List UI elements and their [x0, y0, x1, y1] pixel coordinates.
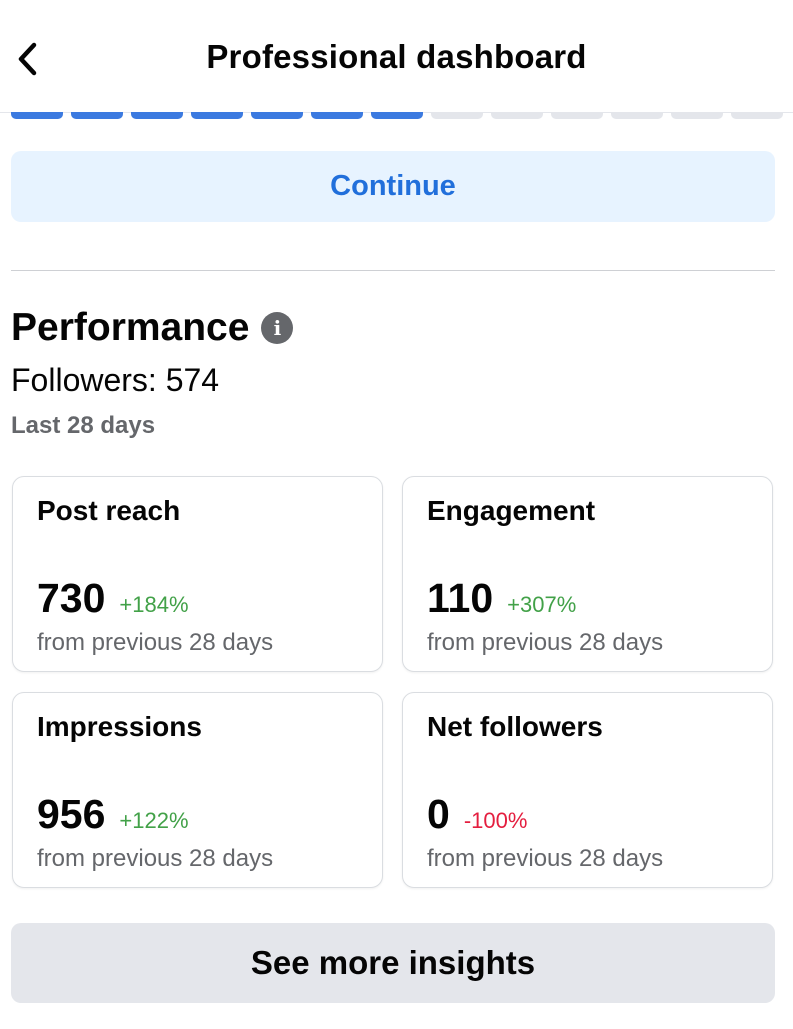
card-label: Net followers	[427, 711, 603, 742]
performance-heading: Performance i	[11, 306, 294, 350]
progress-segment	[371, 112, 423, 119]
progress-segment	[551, 112, 603, 119]
continue-button[interactable]: Continue	[11, 151, 775, 222]
progress-segment	[251, 112, 303, 119]
card-label: Engagement	[427, 495, 596, 526]
setup-progress-bar	[11, 112, 786, 119]
followers-count: Followers: 574	[11, 362, 220, 398]
impressions-card[interactable]: Impressions 956 +122% from previous 28 d…	[12, 692, 383, 888]
see-more-insights-button[interactable]: See more insights	[11, 923, 775, 1003]
card-subtext: from previous 28 days	[37, 629, 274, 656]
progress-segment	[431, 112, 483, 119]
card-label: Impressions	[37, 711, 202, 742]
card-subtext: from previous 28 days	[427, 629, 664, 656]
back-button[interactable]	[8, 36, 48, 82]
progress-segment	[731, 112, 783, 119]
card-subtext: from previous 28 days	[427, 845, 664, 872]
chevron-left-icon	[18, 42, 37, 76]
progress-segment	[491, 112, 543, 119]
progress-segment	[71, 112, 123, 119]
post-reach-card[interactable]: Post reach 730 +184% from previous 28 da…	[12, 476, 383, 672]
info-icon[interactable]: i	[261, 312, 294, 344]
card-change: +122%	[119, 808, 189, 833]
net-followers-card[interactable]: Net followers 0 -100% from previous 28 d…	[402, 692, 773, 888]
page-title: Professional dashboard	[206, 38, 587, 75]
progress-segment	[311, 112, 363, 119]
card-value: 0	[427, 791, 450, 837]
engagement-card[interactable]: Engagement 110 +307% from previous 28 da…	[402, 476, 773, 672]
performance-title: Performance	[11, 306, 250, 349]
card-value: 730	[37, 575, 106, 621]
period-label: Last 28 days	[11, 412, 156, 439]
progress-segment	[11, 112, 63, 119]
card-subtext: from previous 28 days	[37, 845, 274, 872]
progress-segment	[671, 112, 723, 119]
card-change: -100%	[463, 808, 528, 833]
card-change: +184%	[119, 592, 189, 617]
card-change: +307%	[507, 592, 577, 617]
section-divider	[11, 270, 775, 271]
card-label: Post reach	[37, 495, 181, 526]
card-value: 110	[427, 575, 494, 621]
progress-segment	[131, 112, 183, 119]
progress-segment	[611, 112, 663, 119]
progress-segment	[191, 112, 243, 119]
top-header: Professional dashboard	[0, 0, 793, 113]
card-value: 956	[37, 791, 106, 837]
